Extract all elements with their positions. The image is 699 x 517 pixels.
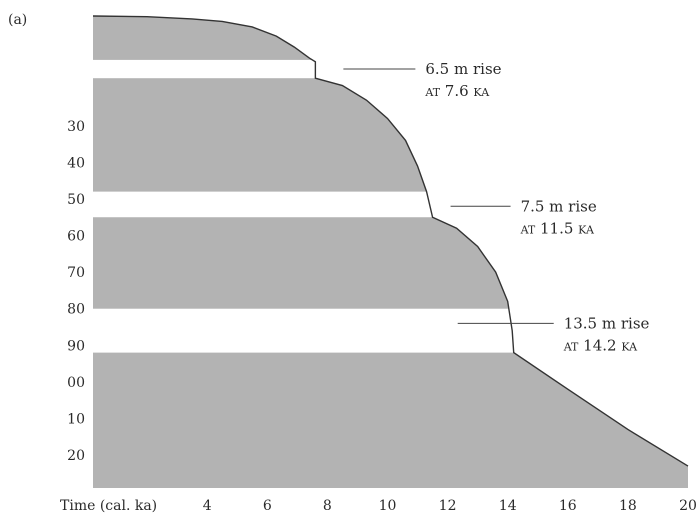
annotation-3: 13.5 m rise at 14.2 ka (457, 314, 650, 354)
y-tick-label: 20 (67, 448, 85, 464)
x-axis-tick-labels: 4 6 8 10 12 14 16 18 20 (203, 498, 697, 514)
annotation-age-label: at 11.5 ka (520, 219, 595, 237)
x-tick-label: 4 (203, 498, 212, 514)
y-tick-label: 40 (67, 155, 85, 171)
annotation-age-label: at 7.6 ka (424, 82, 490, 100)
y-tick-label: 70 (67, 265, 85, 281)
y-tick-label: 30 (67, 119, 85, 135)
annotation-1: 6.5 m rise at 7.6 ka (343, 60, 502, 100)
x-tick-label: 20 (679, 498, 697, 514)
sea-level-curve (92, 15, 689, 467)
annotations: 6.5 m rise at 7.6 ka 7.5 m rise at 11.5 ka 1… (343, 60, 650, 354)
x-tick-label: 10 (379, 498, 397, 514)
y-tick-label: 00 (67, 375, 85, 391)
y-tick-label: 80 (67, 302, 85, 318)
sea-level-area (93, 16, 688, 488)
plot-area (92, 15, 689, 488)
x-tick-label: 16 (559, 498, 577, 514)
rise-band-2 (93, 191, 688, 218)
annotation-2: 7.5 m rise at 11.5 ka (450, 197, 597, 237)
x-axis-title: Time (cal. ka) (60, 498, 157, 514)
y-tick-label: 10 (67, 411, 85, 427)
y-tick-label: 50 (67, 192, 85, 208)
x-tick-label: 18 (619, 498, 637, 514)
y-tick-label: 60 (67, 229, 85, 245)
y-axis-tick-labels: 30 40 50 60 70 80 90 00 10 20 (67, 119, 85, 464)
rise-band-3 (93, 308, 688, 353)
x-tick-label: 6 (263, 498, 272, 514)
annotation-rise-label: 13.5 m rise (564, 314, 650, 332)
x-tick-label: 12 (439, 498, 457, 514)
annotation-rise-label: 7.5 m rise (521, 197, 597, 215)
panel-label: (a) (8, 12, 27, 28)
annotation-age-label: at 14.2 ka (563, 336, 638, 354)
y-tick-label: 90 (67, 338, 85, 354)
x-tick-label: 14 (499, 498, 517, 514)
x-tick-label: 8 (323, 498, 332, 514)
annotation-rise-label: 6.5 m rise (425, 60, 501, 78)
